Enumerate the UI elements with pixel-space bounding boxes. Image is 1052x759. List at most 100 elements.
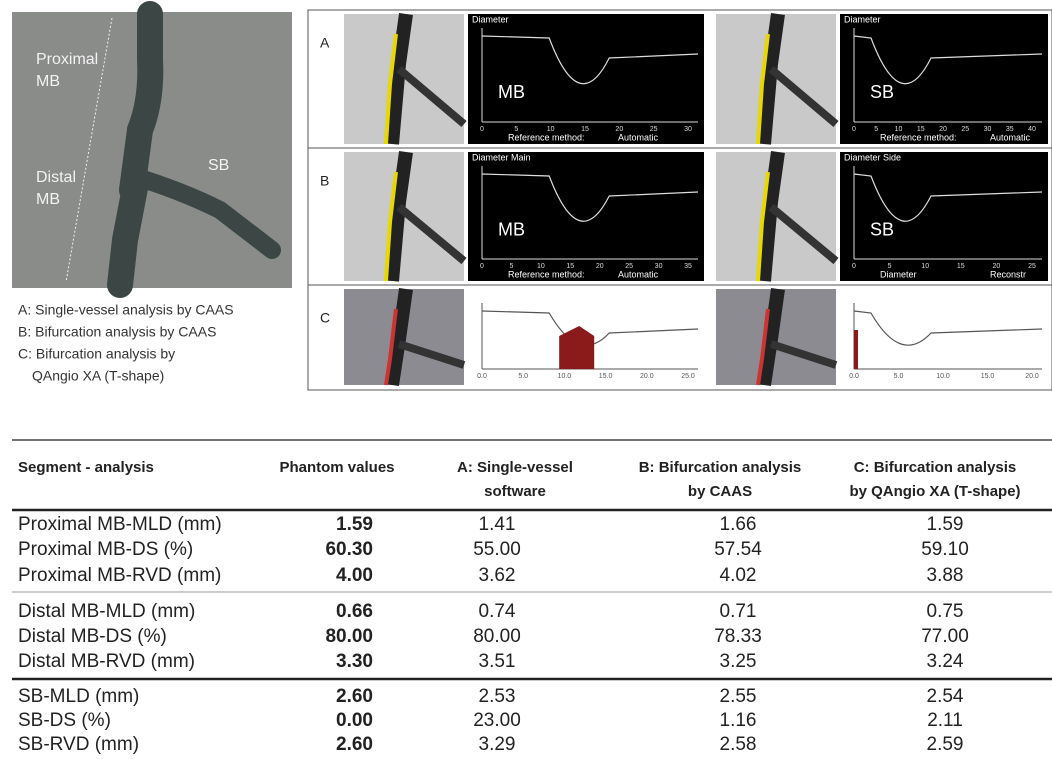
- x-tick-label: 25: [961, 126, 969, 133]
- column-header: software: [484, 483, 546, 500]
- x-tick-label: 0: [480, 263, 484, 270]
- reference-label: Diameter: [880, 269, 917, 279]
- x-tick-label: 5.0: [894, 373, 904, 380]
- table-cell: 80.00: [325, 626, 373, 647]
- x-tick-label: 0: [480, 126, 484, 133]
- x-tick-label: 0: [852, 263, 856, 270]
- graph-background: [468, 14, 704, 144]
- table-cell: 2.59: [927, 734, 964, 755]
- panel-letter: B: [320, 173, 329, 189]
- row-label: SB-MLD (mm): [18, 686, 139, 707]
- table-cell: 1.59: [927, 514, 964, 535]
- x-tick-label: 25: [1028, 263, 1036, 270]
- x-tick-label: 10.0: [936, 373, 950, 380]
- column-header: A: Single-vessel: [457, 459, 573, 476]
- x-tick-label: 35: [684, 263, 692, 270]
- row-label: Distal MB-RVD (mm): [18, 651, 195, 672]
- x-tick-label: 10.0: [558, 373, 572, 380]
- column-header: by CAAS: [688, 483, 752, 500]
- row-label: Proximal MB-MLD (mm): [18, 514, 222, 535]
- table-cell: 23.00: [473, 710, 521, 731]
- x-tick-label: 10: [921, 263, 929, 270]
- x-tick-label: 30: [684, 126, 692, 133]
- x-tick-label: 5: [874, 126, 878, 133]
- reference-label: Reference method:: [880, 132, 957, 142]
- table-cell: 0.75: [927, 601, 964, 622]
- column-header: Segment - analysis: [18, 459, 154, 476]
- table-cell: 3.29: [479, 734, 516, 755]
- table-cell: 60.30: [325, 539, 373, 560]
- row-label: Proximal MB-DS (%): [18, 539, 193, 560]
- row-label: SB-RVD (mm): [18, 734, 139, 755]
- graph-background: [840, 289, 1048, 385]
- table-cell: 1.66: [720, 514, 757, 535]
- table-cell: 2.55: [720, 686, 757, 707]
- vessel-label: SB: [870, 219, 894, 239]
- table-cell: 57.54: [714, 539, 762, 560]
- row-label: Distal MB-DS (%): [18, 626, 167, 647]
- legend-line: QAngio XA (T-shape): [32, 368, 164, 384]
- table-cell: 2.53: [479, 686, 516, 707]
- x-tick-label: 20.0: [1025, 373, 1039, 380]
- table-cell: 3.62: [479, 565, 516, 586]
- table-cell: 1.59: [336, 514, 373, 535]
- table-cell: 4.02: [720, 565, 757, 586]
- row-label: Proximal MB-RVD (mm): [18, 565, 221, 586]
- panel-letter: A: [320, 35, 330, 51]
- table-cell: 2.11: [927, 710, 963, 731]
- table-cell: 0.00: [336, 710, 373, 731]
- table-cell: 55.00: [473, 539, 521, 560]
- graph-title: Diameter: [844, 14, 881, 24]
- photo-label: MB: [36, 191, 60, 208]
- table-cell: 0.74: [479, 601, 516, 622]
- photo-label: SB: [208, 157, 229, 174]
- x-tick-label: 25.0: [681, 373, 695, 380]
- graph-title: Diameter Main: [472, 152, 531, 162]
- graph-background: [468, 152, 704, 281]
- reference-label: Reference method:: [508, 132, 585, 142]
- vessel-label: MB: [498, 219, 525, 239]
- photo-label: MB: [36, 73, 60, 90]
- table-cell: 77.00: [921, 626, 969, 647]
- graph-background: [840, 152, 1048, 281]
- reference-label: Reference method:: [508, 269, 585, 279]
- column-header: C: Bifurcation analysis: [854, 459, 1017, 476]
- legend-line: C: Bifurcation analysis by: [18, 346, 175, 362]
- legend-line: A: Single-vessel analysis by CAAS: [18, 302, 234, 318]
- x-tick-label: 15.0: [599, 373, 613, 380]
- x-tick-label: 0.0: [477, 373, 487, 380]
- column-header: Phantom values: [279, 459, 394, 476]
- table-cell: 2.60: [336, 734, 373, 755]
- column-header: B: Bifurcation analysis: [639, 459, 802, 476]
- x-tick-label: 20.0: [640, 373, 654, 380]
- table-cell: 2.54: [927, 686, 964, 707]
- x-tick-label: 5.0: [518, 373, 528, 380]
- panel-letter: C: [320, 310, 330, 326]
- legend-line: B: Bifurcation analysis by CAAS: [18, 324, 216, 340]
- reference-value: Reconstr: [990, 269, 1026, 279]
- figure: Proximal MB SB Distal MB A: Single-vessel ana…: [0, 0, 1052, 759]
- vessel-label: MB: [498, 82, 525, 102]
- table-cell: 3.88: [927, 565, 964, 586]
- x-tick-label: 0.0: [849, 373, 859, 380]
- table-cell: 1.41: [479, 514, 516, 535]
- reference-value: Automatic: [618, 269, 659, 279]
- graph-background: [840, 14, 1048, 144]
- table-cell: 3.24: [927, 651, 964, 672]
- photo-label: Distal: [36, 169, 76, 186]
- table-cell: 0.66: [336, 601, 373, 622]
- table-cell: 2.58: [720, 734, 757, 755]
- table-cell: 4.00: [336, 565, 373, 586]
- stenosis-area: [854, 330, 858, 369]
- graph-title: Diameter Side: [844, 152, 901, 162]
- table-cell: 3.25: [720, 651, 757, 672]
- photo-label: Proximal: [36, 51, 98, 68]
- table-cell: 2.60: [336, 686, 373, 707]
- table-cell: 59.10: [921, 539, 969, 560]
- x-tick-label: 20: [596, 263, 604, 270]
- table-cell: 78.33: [714, 626, 762, 647]
- table-cell: 3.51: [479, 651, 516, 672]
- reference-value: Automatic: [990, 132, 1031, 142]
- table-cell: 1.16: [720, 710, 757, 731]
- table-cell: 3.30: [336, 651, 373, 672]
